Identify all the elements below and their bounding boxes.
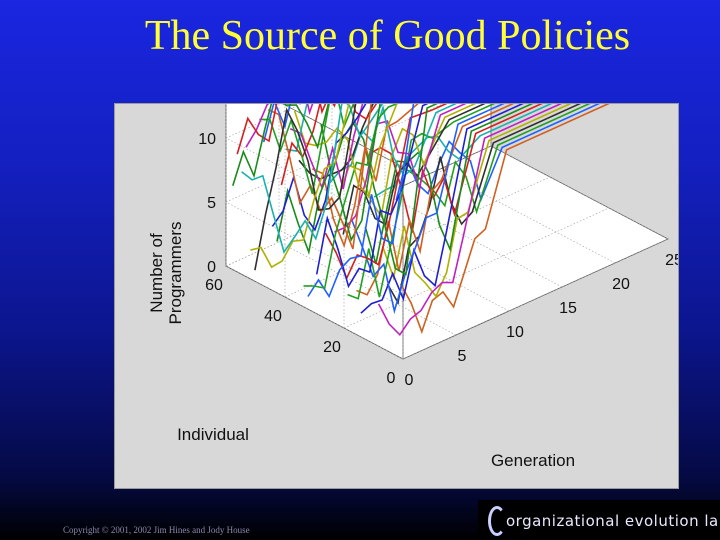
series-line bbox=[241, 104, 343, 254]
z-tick-label: 0 bbox=[207, 259, 216, 276]
y-axis-label: Individual bbox=[177, 425, 249, 444]
y-tick-label: 60 bbox=[205, 277, 223, 294]
series-line bbox=[250, 104, 350, 269]
z-tick-label: 5 bbox=[207, 195, 216, 212]
y-tick-label: 0 bbox=[387, 370, 396, 387]
series-line bbox=[293, 104, 398, 199]
z-axis-label-line: Number of bbox=[147, 233, 166, 313]
series-line bbox=[360, 104, 524, 314]
series-line bbox=[386, 104, 582, 305]
z-tick-label: 10 bbox=[198, 131, 216, 148]
series-line bbox=[347, 104, 496, 300]
series-line bbox=[259, 104, 355, 195]
series-line bbox=[271, 104, 367, 232]
x-tick-label: 20 bbox=[612, 276, 630, 293]
x-tick-label: 10 bbox=[506, 324, 524, 341]
series-line bbox=[382, 104, 572, 298]
x-tick-label: 5 bbox=[458, 348, 467, 365]
floor-gridline-y bbox=[402, 238, 669, 360]
z-axis-label: Number ofProgrammers bbox=[147, 222, 185, 325]
series-line bbox=[324, 104, 448, 281]
series-line bbox=[369, 104, 543, 233]
series-line bbox=[276, 104, 381, 255]
x-tick-label: 25 bbox=[665, 252, 678, 269]
floor-gridline-y bbox=[284, 176, 551, 298]
series-line bbox=[254, 104, 357, 271]
series-line bbox=[303, 104, 399, 290]
surface-line-chart: 05101520250204060051015GenerationIndivid… bbox=[147, 104, 678, 470]
series-line bbox=[298, 104, 374, 180]
copyright-text: Copyright © 2001, 2002 Jim Hines and Jod… bbox=[63, 525, 250, 535]
x-axis-label: Generation bbox=[491, 451, 575, 470]
slide-title: The Source of Good Policies bbox=[144, 13, 631, 59]
floor-gridline-y bbox=[343, 207, 610, 329]
series-line bbox=[351, 104, 505, 315]
y-tick-label: 20 bbox=[323, 339, 341, 356]
series-line bbox=[342, 104, 486, 235]
x-tick-label: 15 bbox=[559, 300, 577, 317]
series-line bbox=[338, 104, 477, 219]
series-line bbox=[307, 104, 415, 299]
logo-text: organizational evolution lab bbox=[506, 512, 720, 530]
series-line bbox=[315, 104, 429, 289]
logo-ring-icon bbox=[488, 506, 506, 536]
chart-panel: 05101520250204060051015GenerationIndivid… bbox=[114, 103, 679, 489]
series-line bbox=[373, 104, 553, 198]
series-line bbox=[395, 104, 600, 202]
series-line bbox=[356, 104, 515, 296]
series-line bbox=[399, 104, 610, 335]
z-axis-label-line: Programmers bbox=[166, 222, 185, 325]
logo: organizational evolution lab bbox=[478, 500, 720, 540]
series-line bbox=[377, 104, 563, 337]
x-tick-label: 0 bbox=[405, 372, 414, 389]
y-tick-label: 40 bbox=[264, 308, 282, 325]
series-line bbox=[311, 104, 419, 249]
